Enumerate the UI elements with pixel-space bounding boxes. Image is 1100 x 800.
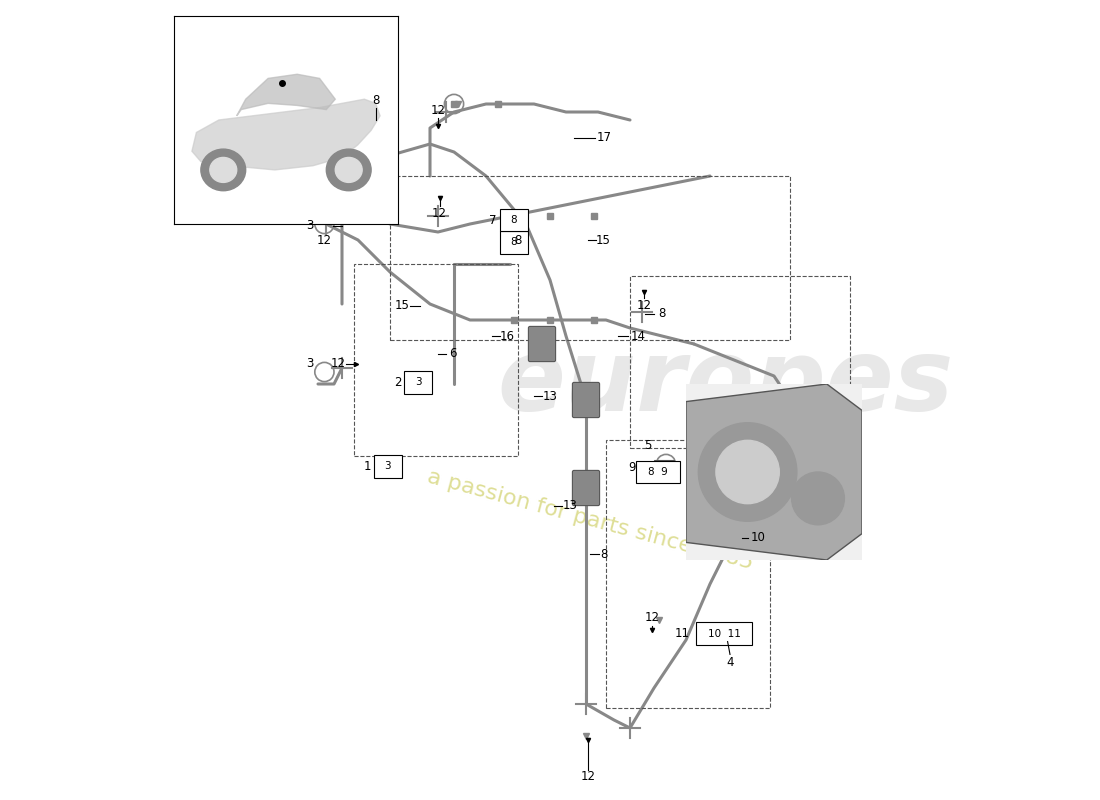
FancyBboxPatch shape xyxy=(636,461,680,483)
Text: 11: 11 xyxy=(674,627,690,640)
Text: 2: 2 xyxy=(394,376,402,389)
Text: 12: 12 xyxy=(432,207,447,220)
Text: 15: 15 xyxy=(596,234,611,246)
Bar xyxy=(354,264,518,456)
Text: 12: 12 xyxy=(645,611,660,624)
Text: 13: 13 xyxy=(562,499,578,512)
Text: 6: 6 xyxy=(449,347,456,360)
Text: 14: 14 xyxy=(630,330,646,342)
Text: 12: 12 xyxy=(317,234,332,246)
FancyBboxPatch shape xyxy=(374,455,401,478)
FancyBboxPatch shape xyxy=(528,326,556,362)
Text: 8: 8 xyxy=(658,307,666,320)
Text: 8: 8 xyxy=(515,234,521,246)
Text: 3: 3 xyxy=(415,378,421,387)
Text: 10  11: 10 11 xyxy=(708,629,740,638)
FancyBboxPatch shape xyxy=(654,460,674,480)
Text: 12: 12 xyxy=(581,770,596,782)
Text: europes: europes xyxy=(498,335,954,433)
Bar xyxy=(390,176,790,340)
FancyBboxPatch shape xyxy=(500,209,528,231)
Text: 4: 4 xyxy=(726,656,734,669)
Text: 5: 5 xyxy=(644,439,651,452)
FancyBboxPatch shape xyxy=(500,231,528,254)
Text: 17: 17 xyxy=(597,131,612,144)
Text: 8: 8 xyxy=(510,215,517,225)
Text: 7: 7 xyxy=(488,214,496,226)
FancyBboxPatch shape xyxy=(572,470,600,506)
Text: 3: 3 xyxy=(306,358,313,370)
FancyBboxPatch shape xyxy=(404,371,432,394)
FancyBboxPatch shape xyxy=(572,382,600,418)
Text: 3: 3 xyxy=(306,219,313,232)
Text: 1: 1 xyxy=(364,460,372,473)
Bar xyxy=(606,440,770,708)
Text: 9: 9 xyxy=(629,461,636,474)
Text: 15: 15 xyxy=(395,299,409,312)
Text: 10: 10 xyxy=(750,531,766,544)
Text: 8  9: 8 9 xyxy=(648,467,668,477)
Text: 16: 16 xyxy=(500,330,515,342)
Text: 13: 13 xyxy=(542,390,558,402)
Text: 8: 8 xyxy=(373,94,381,106)
Bar xyxy=(630,276,850,448)
Text: 12: 12 xyxy=(430,104,446,117)
Text: 8: 8 xyxy=(510,238,517,247)
FancyBboxPatch shape xyxy=(696,622,752,645)
Text: a passion for parts since 1985: a passion for parts since 1985 xyxy=(425,466,756,574)
Text: 12: 12 xyxy=(330,358,345,370)
Text: 12: 12 xyxy=(637,299,652,312)
Text: 3: 3 xyxy=(384,462,390,471)
Text: 8: 8 xyxy=(601,548,608,561)
